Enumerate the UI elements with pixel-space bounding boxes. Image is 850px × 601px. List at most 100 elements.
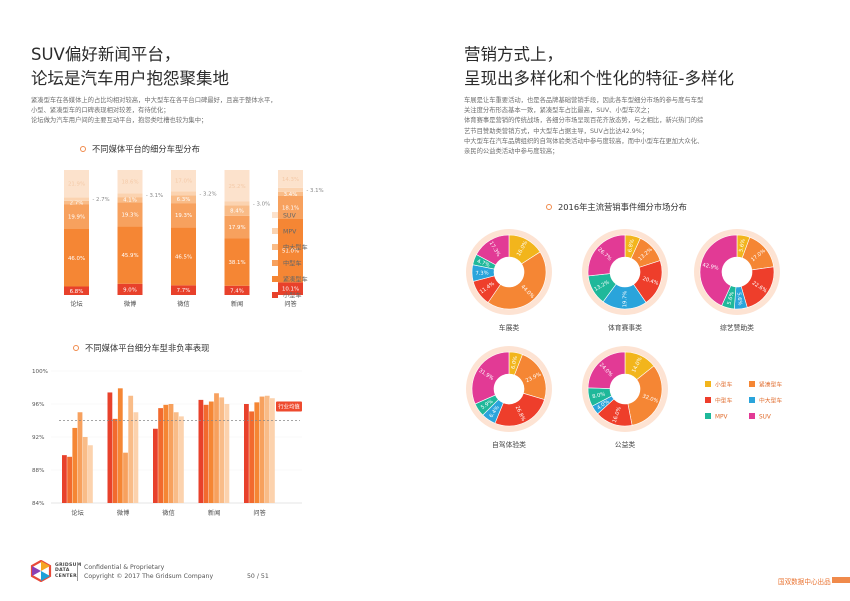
bar <box>62 455 67 503</box>
data-label: 6.3% <box>177 197 191 203</box>
stacked-bar-segment <box>64 204 89 229</box>
reference-tag <box>276 401 302 412</box>
slice-label: 32.0% <box>641 393 659 404</box>
bar <box>270 398 275 503</box>
data-label: 9.0% <box>123 287 137 293</box>
stacked-bar-chart: 6.8% 46.0% 19.9% 2.7% - 2.7% 21.9% 论坛 9.0% 45.9%… <box>64 170 324 308</box>
right-paragraph-line: 艺节目赞助类营销方式，中大型车占据主导，SUV占比达42.9%； <box>464 127 649 135</box>
x-tick-label: 问答 <box>284 300 296 308</box>
chart3-title-text: 2016年主流营销事件细分市场分布 <box>558 202 687 212</box>
right-paragraph-line: 中大型车在汽车品牌组织的自驾体验类活动中参与度较高，而中小型车在更加大众化、 <box>464 137 704 145</box>
slice-label: 8.0% <box>592 391 606 400</box>
bar <box>133 412 139 503</box>
slice-label: 4.7% <box>476 259 490 269</box>
stacked-bar-segment <box>224 215 250 239</box>
legend-label: 中大型车 <box>283 244 308 252</box>
x-tick-label: 微博 <box>117 509 129 517</box>
gridsum-logo <box>30 559 54 584</box>
right-paragraph-line: 亲民的公益类活动中参与度较高； <box>464 148 559 156</box>
bar <box>224 404 230 503</box>
legend-swatch <box>272 260 278 266</box>
slice-label: 20.4% <box>642 276 660 287</box>
bar <box>179 416 184 503</box>
stacked-bar-segment <box>171 203 196 228</box>
left-title-line2: 论坛是汽车用户抱怨聚集地 <box>31 69 229 88</box>
slice-label: 19.7% <box>622 291 628 308</box>
donut-label: 自驾体验类 <box>492 440 526 449</box>
left-paragraph-line: 小型、紧凑型车的口碑表现相对较差，有待优化； <box>31 107 170 115</box>
footer-text: Confidential & Proprietary Copyright © 2… <box>84 563 213 581</box>
stacked-bar-segment <box>278 191 303 196</box>
legend-label: MPV <box>715 415 727 421</box>
data-label: 2.7% <box>70 200 84 206</box>
legend-label: 中型车 <box>715 397 733 405</box>
data-label: 46.5% <box>175 254 192 260</box>
data-label: 7.7% <box>177 288 191 294</box>
stacked-bar-segment <box>278 170 303 188</box>
bar <box>117 388 123 503</box>
left-title-line1: SUV偏好新闻平台， <box>31 45 181 64</box>
data-label: 18.1% <box>282 205 299 211</box>
data-label: - 3.2% <box>199 191 216 197</box>
stacked-bar-segment <box>224 238 250 286</box>
data-label: 6.8% <box>70 289 84 295</box>
data-label: 3.4% <box>284 192 298 198</box>
bar <box>208 401 214 503</box>
bar <box>77 412 83 503</box>
chart2-title: 不同媒体平台细分车型非负率表现 <box>73 342 209 354</box>
slice-label: 5.6% <box>738 238 746 252</box>
data-label: 7.4% <box>230 288 244 294</box>
stacked-bar-segment <box>171 285 196 295</box>
data-label: 46.0% <box>68 256 85 262</box>
logo-text-line: DATA <box>55 568 70 574</box>
producer-label: 国双数据中心出品 <box>778 578 831 586</box>
y-tick-label: 92% <box>32 435 44 441</box>
stacked-bar-segment <box>171 170 196 192</box>
bar <box>72 427 78 503</box>
logo-text-line: GRIDSUM <box>55 563 82 568</box>
data-label: 19.3% <box>121 212 138 218</box>
data-label: 25.2% <box>228 184 245 190</box>
left-paragraph-line: 论坛做为汽车用户间的主要互动平台，抱怨类吐槽也较为集中； <box>31 117 208 125</box>
page-number: 50 / 51 <box>247 573 269 580</box>
footer-divider <box>77 563 78 581</box>
data-label: 17.9% <box>228 225 245 231</box>
slice-label: 5.6% <box>727 291 736 305</box>
bar <box>198 399 204 503</box>
right-paragraph-line: 体育赛事是营销的传统战场，各细分市场呈现百花齐放态势，与之相比，新兴热门的综 <box>464 117 704 125</box>
x-tick-label: 论坛 <box>71 509 83 517</box>
legend-label: SUV <box>283 213 296 220</box>
reference-tag-label: 行业均值 <box>278 403 300 411</box>
bar <box>168 404 174 503</box>
logo-text-line: CENTER <box>55 573 77 579</box>
bar <box>259 396 265 503</box>
donut-charts: 16.0%44.0%11.4%7.3%4.7%17.3%车展类6.8%13.2%… <box>466 229 782 449</box>
stacked-bar-segment <box>117 197 143 203</box>
footer-accent-bar <box>832 577 850 583</box>
legend-label: SUV <box>759 415 771 421</box>
chart1-title-text: 不同媒体平台的细分车型分布 <box>92 144 200 154</box>
confidential-text: Confidential & Proprietary <box>84 564 165 571</box>
left-paragraph: 紧凑型车在各媒体上的占比均相对较高，中大型车在各平台口碑最好，且高于整体水平， … <box>31 96 311 127</box>
data-label: 4.1% <box>123 198 137 204</box>
right-paragraph: 车展是让车重要活动，也是各品牌基础营销手段，因此各车型细分市场的参与度与车型 关… <box>464 96 754 157</box>
chart2-title-text: 不同媒体平台细分车型非负率表现 <box>85 343 210 353</box>
data-label: - 3.1% <box>146 193 163 199</box>
legend-swatch <box>705 413 711 419</box>
donut-label: 车展类 <box>499 323 520 332</box>
nonnegative-rate-chart: 100% 96% 92% 88% 84% 论坛 微博 微信 新闻 问答 行业均值 <box>32 369 302 517</box>
left-paragraph-line: 紧凑型车在各媒体上的占比均相对较高，中大型车在各平台口碑最好，且高于整体水平， <box>31 97 277 104</box>
y-tick-label: 100% <box>32 369 48 375</box>
chart3-title-bullet <box>546 204 552 210</box>
bar <box>128 395 134 503</box>
donut-hole <box>610 374 640 404</box>
donut-label: 体育赛事类 <box>608 323 642 332</box>
slice-label: 42.9% <box>702 262 719 271</box>
data-label: 10.1% <box>282 287 299 293</box>
bar <box>67 456 72 503</box>
bar <box>219 397 225 503</box>
stacked-bar-segment <box>117 283 143 295</box>
x-tick-label: 新闻 <box>231 300 243 308</box>
legend-swatch <box>749 397 755 403</box>
legend-swatch <box>749 381 755 387</box>
